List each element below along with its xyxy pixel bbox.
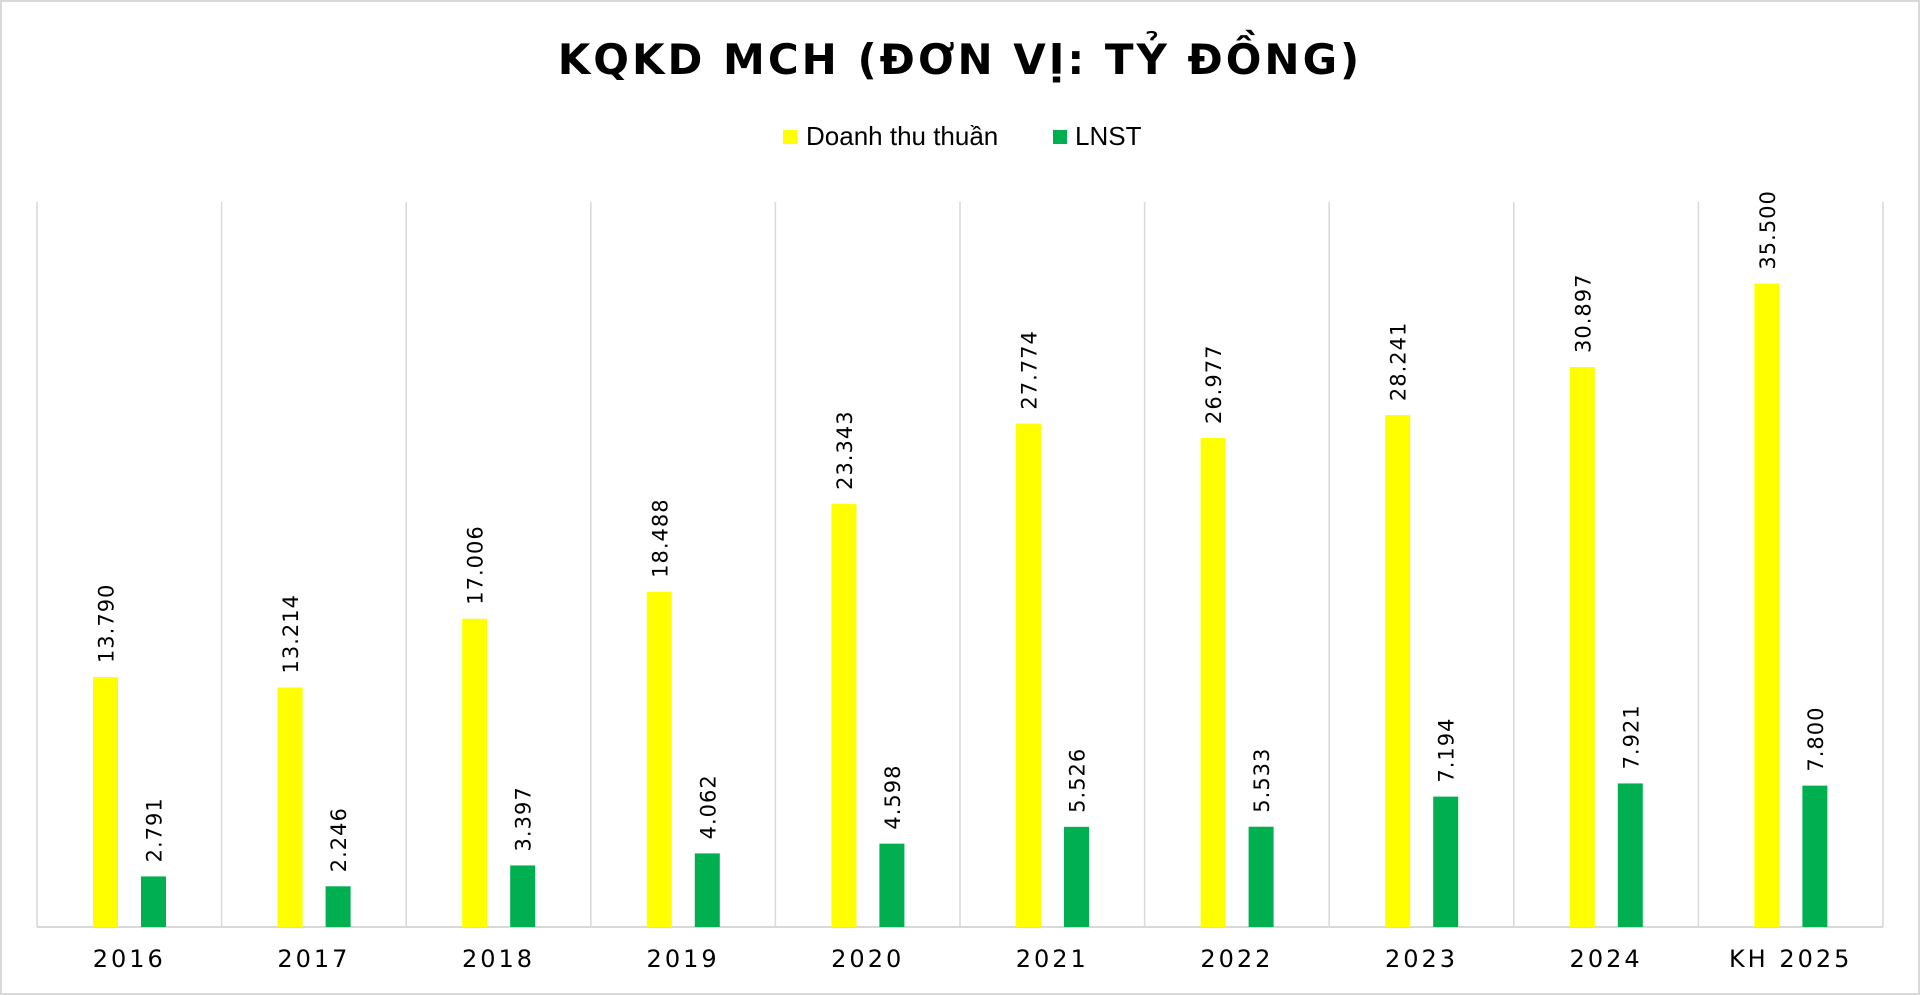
x-tick-label: 2024	[1570, 945, 1643, 973]
data-label: 5.526	[1066, 748, 1090, 813]
data-label: 7.800	[1804, 707, 1828, 772]
bar-revenue	[646, 591, 672, 927]
data-label: 4.598	[881, 765, 905, 830]
data-label: 28.241	[1387, 322, 1411, 401]
data-label: 3.397	[512, 786, 536, 851]
bar-revenue	[1200, 438, 1226, 927]
bar-revenue	[1569, 366, 1595, 927]
data-label: 13.214	[279, 594, 303, 673]
bar-revenue	[1754, 283, 1780, 927]
legend: Doanh thu thuần LNST	[783, 121, 1142, 151]
data-label: 2.246	[327, 807, 351, 872]
x-tick-label: 2016	[93, 945, 166, 973]
bar-lnst	[325, 886, 351, 927]
x-tick-label: 2019	[647, 945, 720, 973]
data-label: 7.194	[1435, 717, 1459, 782]
legend-label-profit: LNST	[1075, 121, 1142, 151]
legend-swatch-profit	[1053, 130, 1067, 144]
bar-revenue	[462, 618, 488, 927]
x-tick-label: 2023	[1385, 945, 1458, 973]
data-label: 13.790	[95, 584, 119, 663]
data-label: 26.977	[1202, 345, 1226, 424]
data-label: 7.921	[1619, 704, 1643, 769]
bar-revenue	[1016, 423, 1041, 927]
bar-lnst	[141, 876, 166, 927]
data-label: 18.488	[648, 498, 672, 577]
bar-lnst	[694, 853, 720, 927]
legend-label-revenue: Doanh thu thuần	[806, 121, 998, 151]
x-tick-label: KH 2025	[1729, 945, 1853, 973]
bar-lnst	[1433, 796, 1459, 927]
bar-lnst	[1064, 826, 1089, 927]
chart-title: KQKD MCH (ĐƠN VỊ: TỶ ĐỒNG)	[558, 29, 1362, 84]
bar-lnst	[1802, 785, 1828, 927]
data-label: 27.774	[1018, 330, 1042, 409]
legend-swatch-revenue	[783, 130, 797, 144]
x-tick-label: 2018	[462, 945, 535, 973]
bar-revenue	[831, 503, 857, 927]
data-label: 4.062	[696, 774, 720, 839]
bar-revenue	[1385, 415, 1411, 927]
x-tick-label: 2022	[1200, 945, 1273, 973]
bar-lnst	[1248, 826, 1274, 927]
bar-lnst	[879, 843, 905, 927]
x-tick-label: 2017	[277, 945, 350, 973]
x-tick-label: 2021	[1016, 945, 1089, 973]
x-tick-label: 2020	[831, 945, 904, 973]
bar-revenue	[93, 677, 118, 927]
bar-lnst	[1617, 783, 1643, 927]
data-label: 23.343	[833, 410, 857, 489]
data-label: 17.006	[464, 525, 488, 604]
data-label: 2.791	[143, 797, 167, 862]
bar-lnst	[510, 865, 536, 927]
data-label: 35.500	[1756, 190, 1780, 269]
data-label: 30.897	[1571, 274, 1595, 353]
bar-revenue	[277, 687, 303, 927]
data-label: 5.533	[1250, 748, 1274, 813]
